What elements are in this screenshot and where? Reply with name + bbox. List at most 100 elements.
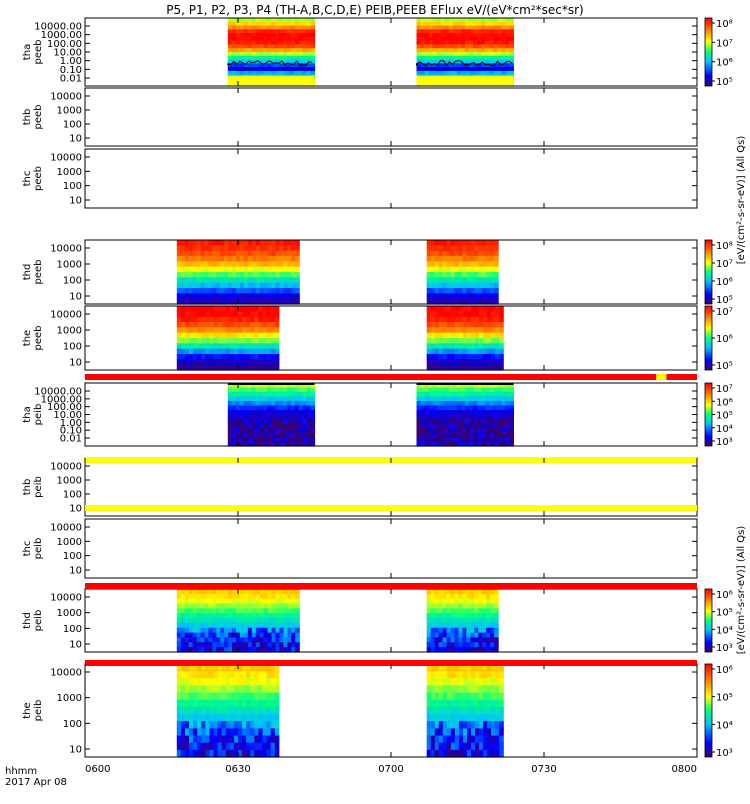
thc-peeb-ytick-label: 10000 — [50, 153, 82, 164]
thb-peeb-ytick-label: 10 — [69, 134, 82, 145]
the-peeb-panel: 10000 1000 100 10 the peeb 10⁷ 10⁶ 10⁵ — [22, 305, 733, 372]
the-peib-interval-2 — [426, 664, 504, 758]
thb-peeb-ytick-label: 10000 — [50, 92, 82, 103]
the-peib-cb-tick-label: 10⁵ — [716, 693, 733, 704]
colorbar-label-upper: [eV/(cm²-s-sr-eV)] (All Qs) — [736, 136, 747, 265]
thb-peeb-ytick-label: 100 — [63, 120, 82, 131]
thd-peib-product-label: peib — [33, 610, 44, 632]
tha-peib-ytick-label: 10000.00 — [34, 387, 82, 398]
the-peib-product-label: peib — [33, 700, 44, 722]
thd-peeb-ytick-label: 10000 — [50, 244, 82, 255]
thd-peib-cb-tick-label: 10⁵ — [716, 608, 733, 619]
thc-peib-frame — [84, 518, 698, 579]
thd-peib-interval-2 — [426, 589, 499, 653]
the-peeb-ytick-label: 10 — [69, 358, 82, 369]
thb-peib-probe-label: thb — [22, 479, 33, 496]
tha-peib-ytick-label: 1.00 — [60, 418, 82, 429]
thb-peib-ytick-label: 100 — [63, 490, 82, 501]
tha-peeb-cb-tick-label: 10⁸ — [716, 19, 733, 30]
x-axis-date: 2017 Apr 08 — [5, 777, 67, 788]
thd-peib-ytick-label: 10 — [69, 640, 82, 651]
thb-peeb-frame — [84, 87, 698, 147]
thd-peib-cb-tick-label: 10³ — [716, 643, 733, 654]
thc-peeb-ytick-label: 1000 — [57, 167, 82, 178]
the-peeb-product-label: peeb — [33, 326, 44, 351]
x-axis-label: hhmm — [5, 766, 37, 777]
thc-peib-ytick-label: 1000 — [57, 537, 82, 548]
the-peeb-cb-tick-label: 10⁶ — [716, 334, 733, 345]
thc-peib-product-label: peib — [33, 538, 44, 560]
tha-peeb-trace-line — [416, 60, 513, 67]
thc-peeb-ytick-label: 10 — [69, 196, 82, 207]
the-peeb-ytick-label: 10000 — [50, 310, 82, 321]
thc-peib-ytick-label: 10 — [69, 566, 82, 577]
thd-peib-probe-label: thd — [22, 612, 33, 629]
the-peib-ytick-label: 100 — [63, 719, 82, 730]
tha-peib-ytick-label: 0.01 — [60, 434, 82, 445]
tha-peib-interval-2 — [416, 383, 514, 447]
the-peib-cb-tick-label: 10³ — [716, 748, 733, 759]
tha-peeb-cb-tick-label: 10⁶ — [716, 58, 733, 69]
thd-peeb-ytick-label: 10 — [69, 292, 82, 303]
thd-peib-cb-tick-label: 10⁴ — [716, 625, 733, 636]
tha-peib-colorbar — [704, 382, 713, 447]
the-peeb-colorbar — [704, 305, 713, 371]
tha-peeb-ytick-label: 1000.00 — [41, 30, 82, 41]
thd-peeb-cb-tick-label: 10⁶ — [716, 277, 733, 288]
colorbar-label-lower: [eV/(cm²-s-sr-eV)] (All Qs) — [736, 526, 747, 655]
figure-title: P5, P1, P2, P3, P4 (TH-A,B,C,D,E) PEIB,P… — [166, 3, 583, 17]
thd-peib-panel: 10000 1000 100 10 thd peib 10⁶ 10⁵ 10⁴ 10³ — [22, 588, 733, 654]
tha-peeb-low-energy-band — [227, 75, 315, 86]
status-bar-thc-peib — [85, 583, 697, 589]
x-axis: 0600 0630 0700 0730 0800 — [84, 18, 698, 775]
the-peeb-cb-tick-label: 10⁷ — [716, 307, 733, 318]
tha-peeb-ytick-label: 10000.00 — [34, 22, 82, 33]
tha-peib-frame — [84, 382, 698, 447]
the-peib-cb-tick-label: 10⁶ — [716, 665, 733, 676]
thb-peib-ytick-label: 10 — [69, 504, 82, 515]
tha-peib-top-band — [416, 383, 514, 385]
thd-peib-colorbar — [704, 588, 713, 653]
tha-peib-product-label: peib — [33, 404, 44, 426]
thd-peeb-interval-2 — [426, 240, 499, 305]
x-tick-label: 0600 — [85, 764, 110, 775]
thb-peib-ytick-label: 10000 — [50, 462, 82, 473]
the-peib-cb-tick-label: 10⁴ — [716, 720, 733, 731]
thd-peib-interval-1 — [176, 589, 300, 653]
the-peeb-interval-2 — [426, 306, 504, 371]
thb-peeb-probe-label: thb — [22, 109, 33, 126]
tha-peib-ytick-label: 100.00 — [47, 402, 82, 413]
thd-peib-ytick-label: 100 — [63, 624, 82, 635]
status-bar-marker — [656, 374, 667, 380]
tha-peib-cb-tick-label: 10³ — [716, 437, 733, 448]
thd-peeb-cb-tick-label: 10⁸ — [716, 241, 733, 252]
tha-peib-top-band — [227, 383, 315, 385]
thb-peib-ytick-label: 1000 — [57, 476, 82, 487]
thd-peeb-ytick-label: 100 — [63, 276, 82, 287]
tha-peib-cb-tick-label: 10⁷ — [716, 384, 733, 395]
thd-peib-ytick-label: 1000 — [57, 608, 82, 619]
tha-peib-cb-tick-label: 10⁶ — [716, 397, 733, 408]
tha-peeb-cb-tick-label: 10⁷ — [716, 38, 733, 49]
thc-peib-ytick-label: 10000 — [50, 523, 82, 534]
tha-peib-ytick-label: 1000.00 — [41, 394, 82, 405]
x-tick-label: 0700 — [378, 764, 403, 775]
thc-peib-probe-label: thc — [22, 541, 33, 557]
status-bar-the-peeb — [85, 374, 697, 380]
thd-peeb-product-label: peeb — [33, 260, 44, 285]
tha-peeb-product-label: peeb — [33, 40, 44, 65]
tha-peib-cb-tick-label: 10⁴ — [716, 424, 733, 435]
thd-peeb-cb-tick-label: 10⁷ — [716, 259, 733, 270]
the-peib-colorbar — [704, 663, 713, 758]
thb-peeb-product-label: peeb — [33, 105, 44, 130]
tha-peib-ytick-label: 10.00 — [53, 410, 82, 421]
tha-peib-interval-1 — [227, 383, 316, 447]
thd-peib-cb-tick-label: 10⁶ — [716, 590, 733, 601]
the-peib-panel: 10000 1000 100 10 the peib 10⁶ 10⁵ 10⁴ 10³ — [22, 663, 733, 759]
thc-peeb-panel: 10000 1000 100 10 thc peeb — [22, 148, 698, 209]
tha-peeb-low-energy-band — [416, 75, 514, 86]
